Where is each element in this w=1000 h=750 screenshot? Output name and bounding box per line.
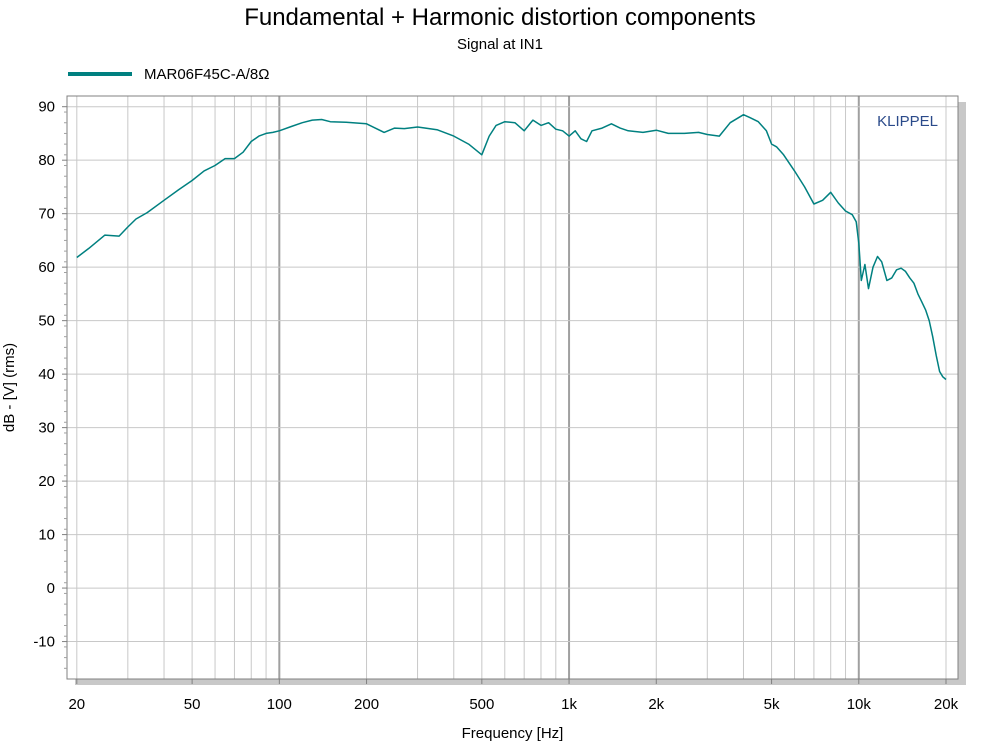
y-tick-label: 90	[38, 99, 55, 116]
y-tick-label: 20	[38, 473, 55, 490]
plot-frame	[66, 95, 959, 680]
x-tick-label: 2k	[648, 696, 664, 713]
y-tick-label: 80	[38, 152, 55, 169]
plot-area	[67, 96, 958, 679]
x-tick-label: 5k	[764, 696, 780, 713]
x-tick-label: 20	[68, 696, 85, 713]
klippel-watermark: KLIPPEL	[877, 113, 938, 130]
y-tick-label: 0	[47, 580, 55, 597]
legend-label: MAR06F45C-A/8Ω	[144, 65, 270, 83]
y-axis-label: dB - [V] (rms)	[1, 343, 18, 432]
y-tick-label: 40	[38, 366, 55, 383]
y-tick-label: 50	[38, 313, 55, 330]
x-tick-label: 20k	[934, 696, 959, 713]
x-tick-label: 1k	[561, 696, 577, 713]
legend-swatch	[68, 72, 132, 76]
y-tick-label: -10	[33, 634, 55, 651]
chart-subtitle: Signal at IN1	[457, 36, 543, 53]
x-axis-label: Frequency [Hz]	[462, 725, 564, 742]
y-tick-label: 30	[38, 420, 55, 437]
x-tick-label: 100	[267, 696, 292, 713]
chart-title: Fundamental + Harmonic distortion compon…	[244, 4, 756, 31]
x-tick-label: 50	[184, 696, 201, 713]
x-tick-label: 500	[469, 696, 494, 713]
y-tick-label: 10	[38, 527, 55, 544]
y-tick-label: 60	[38, 259, 55, 276]
legend: MAR06F45C-A/8Ω	[68, 64, 269, 84]
y-tick-label: 70	[38, 206, 55, 223]
x-tick-label: 10k	[847, 696, 872, 713]
series-line	[76, 113, 947, 381]
x-tick-label: 200	[354, 696, 379, 713]
